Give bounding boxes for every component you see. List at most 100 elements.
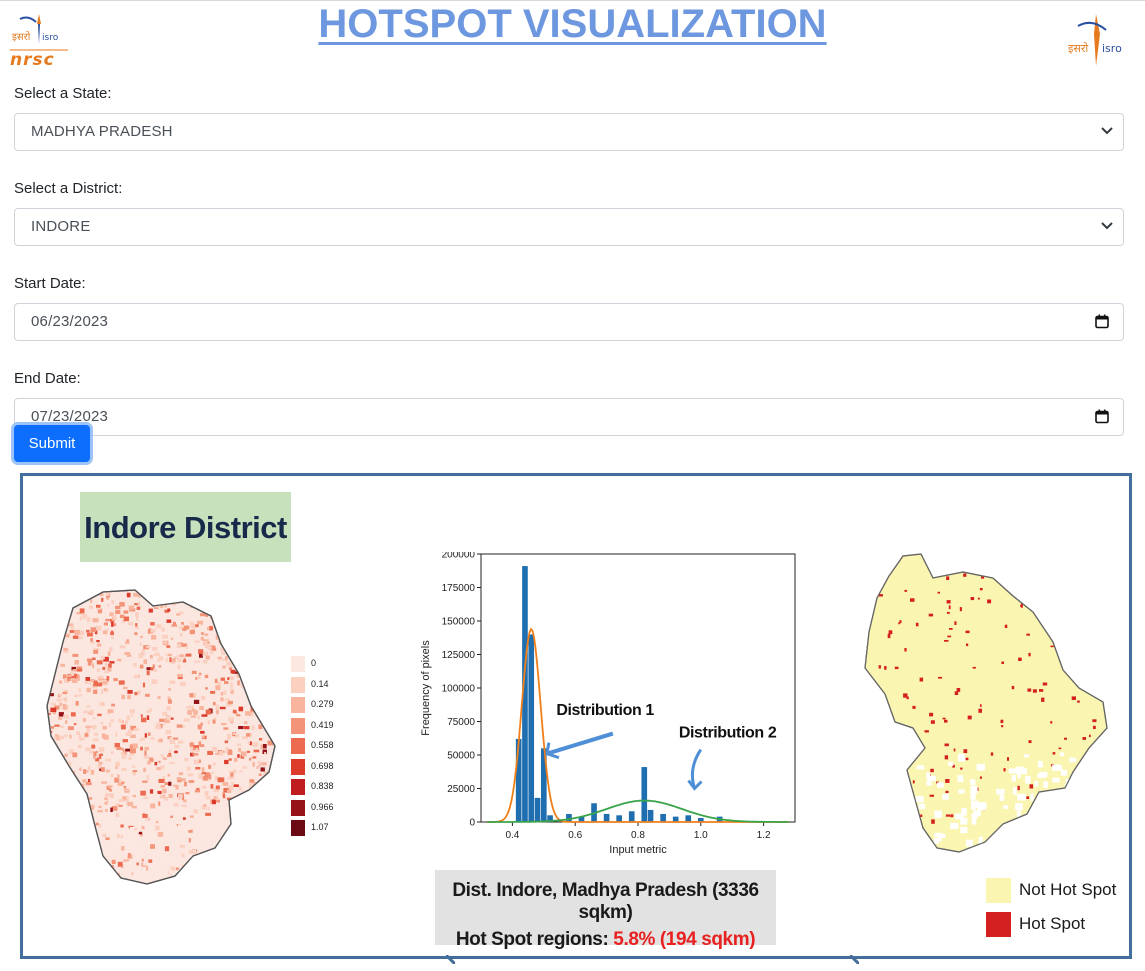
start-date-label: Start Date: [14,275,86,292]
map-pixel [64,697,68,702]
start-date-input[interactable]: 06/23/2023 [14,303,1124,341]
hotspot-pixel [1093,754,1097,759]
no-data-pixel [973,810,980,814]
map-pixel [201,632,204,635]
map-pixel [251,782,254,785]
map-pixel [176,643,182,648]
map-pixel [194,640,200,643]
map-pixel [212,701,216,706]
map-pixel [97,809,103,813]
map-pixel [160,754,164,758]
map-pixel [126,592,131,598]
map-pixel [217,597,223,603]
map-pixel [54,786,61,790]
hotspot-form: Select a State: MADHYA PRADESH Select a … [14,84,1124,464]
map-pixel [142,813,148,818]
end-date-input[interactable]: 07/23/2023 [14,398,1124,436]
map-pixel [133,593,139,597]
figure-title: Indore District [84,510,287,545]
map-pixel [121,781,125,784]
map-pixel [156,767,162,771]
map-pixel [202,590,207,591]
map-pixel [207,646,212,650]
map-pixel [240,867,246,872]
map-pixel [245,603,251,609]
map-pixel [132,743,138,749]
map-pixel [190,592,195,596]
no-data-pixel [1048,794,1053,799]
map-pixel [202,861,208,865]
map-pixel [277,850,281,853]
calendar-icon[interactable] [1095,314,1109,329]
map-pixel [59,705,61,709]
map-pixel [102,833,107,838]
map-pixel [132,770,138,773]
map-pixel [266,802,272,807]
map-pixel [128,729,132,734]
map-pixel [118,718,122,723]
no-data-pixel [969,779,976,785]
no-data-pixel [1052,777,1060,783]
hotspot-pixel [1086,615,1091,617]
map-pixel [63,647,66,651]
map-pixel [170,637,173,640]
hotspot-pixel [1081,787,1084,790]
map-pixel [81,590,87,593]
nrsc-logo: इसरो isro nrsc [8,10,70,70]
map-pixel [54,622,58,628]
map-pixel [78,694,82,697]
map-pixel [138,593,141,598]
map-pixel [91,852,96,857]
map-pixel [130,725,137,731]
map-pixel [44,872,47,876]
map-pixel [127,690,133,694]
map-pixel [47,812,49,818]
map-pixel [230,771,234,777]
map-pixel [197,724,202,730]
hotspot-pixel [898,622,901,625]
state-select[interactable]: MADHYA PRADESH [14,113,1124,151]
map-pixel [76,731,80,735]
no-data-pixel [915,796,924,803]
state-label: Select a State: [14,85,112,102]
histogram-bar [647,809,654,822]
map-pixel [63,714,69,719]
map-pixel [241,646,245,650]
map-pixel [90,679,95,682]
map-pixel [158,590,164,593]
district-select[interactable]: INDORE [14,208,1124,246]
map-pixel [51,752,56,757]
map-pixel [266,701,269,705]
map-pixel [245,872,252,875]
hotspot-pixel [944,640,949,642]
map-pixel [219,634,225,637]
map-pixel [111,703,115,707]
map-pixel [210,873,214,876]
calendar-icon[interactable] [1095,409,1109,424]
map-pixel [111,831,115,834]
map-pixel [238,726,244,730]
no-data-pixel [978,836,983,844]
map-pixel [145,693,150,697]
map-pixel [99,824,102,828]
hotspot-pixel [987,599,992,604]
map-pixel [164,718,170,724]
map-pixel [195,789,201,793]
map-pixel [141,858,144,862]
hotspot-pixel [1058,747,1062,750]
map-pixel [243,678,249,683]
map-pixel [140,790,146,796]
map-pixel [251,792,254,796]
map-pixel [74,660,79,665]
map-pixel [242,752,245,757]
map-pixel [226,614,230,620]
map-pixel [268,850,274,853]
submit-button[interactable]: Submit [14,425,90,462]
map-pixel [111,636,114,639]
map-pixel [79,608,85,614]
no-data-pixel [934,810,942,819]
hotspot-pixel [1041,697,1045,702]
map-pixel [142,780,148,783]
map-pixel [133,829,139,833]
map-pixel [244,726,250,730]
